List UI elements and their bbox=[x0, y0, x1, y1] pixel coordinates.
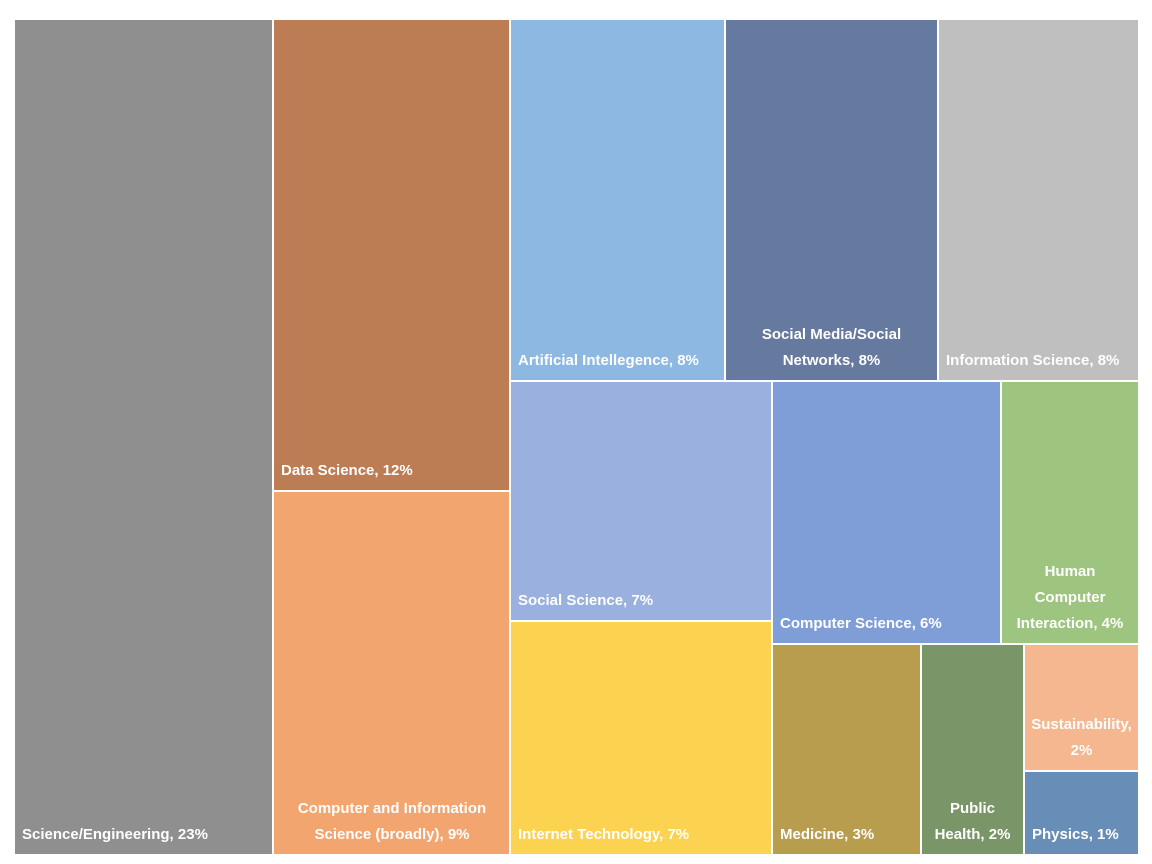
tile-internet-technology: Internet Technology, 7% bbox=[510, 621, 772, 855]
tile-label-sustainability: Sustainability, 2% bbox=[1031, 716, 1132, 759]
tile-label-human-computer-interaction: Human Computer Interaction, 4% bbox=[1016, 563, 1124, 632]
tile-label-computer-and-information-science: Computer and Information Science (broadly… bbox=[297, 800, 487, 843]
tile-label-information-science: Information Science, 8% bbox=[946, 352, 1120, 369]
tile-label-internet-technology: Internet Technology, 7% bbox=[518, 826, 690, 843]
tile-label-physics: Physics, 1% bbox=[1032, 826, 1119, 843]
tile-label-artificial-intellegence: Artificial Intellegence, 8% bbox=[518, 352, 699, 369]
tile-social-science: Social Science, 7% bbox=[510, 381, 772, 621]
tile-label-science-engineering: Science/Engineering, 23% bbox=[22, 826, 208, 843]
tile-label-social-media: Social Media/Social Networks, 8% bbox=[761, 326, 902, 369]
tile-artificial-intellegence: Artificial Intellegence, 8% bbox=[510, 19, 725, 381]
tile-label-computer-science: Computer Science, 6% bbox=[780, 615, 942, 632]
tile-computer-and-information-science: Computer and Information Science (broadly… bbox=[273, 491, 510, 855]
tile-computer-science: Computer Science, 6% bbox=[772, 381, 1001, 644]
tile-sustainability: Sustainability, 2% bbox=[1024, 644, 1139, 771]
tile-science-engineering: Science/Engineering, 23% bbox=[14, 19, 273, 855]
tile-medicine: Medicine, 3% bbox=[772, 644, 921, 855]
tile-human-computer-interaction: Human Computer Interaction, 4% bbox=[1001, 381, 1139, 644]
tile-information-science: Information Science, 8% bbox=[938, 19, 1139, 381]
tile-label-public-health: Public Health, 2% bbox=[934, 800, 1011, 843]
tile-physics: Physics, 1% bbox=[1024, 771, 1139, 855]
tile-label-medicine: Medicine, 3% bbox=[780, 826, 875, 843]
tile-public-health: Public Health, 2% bbox=[921, 644, 1024, 855]
tile-label-social-science: Social Science, 7% bbox=[518, 592, 654, 609]
tile-data-science: Data Science, 12% bbox=[273, 19, 510, 491]
tile-label-data-science: Data Science, 12% bbox=[281, 462, 413, 479]
tile-social-media: Social Media/Social Networks, 8% bbox=[725, 19, 938, 381]
